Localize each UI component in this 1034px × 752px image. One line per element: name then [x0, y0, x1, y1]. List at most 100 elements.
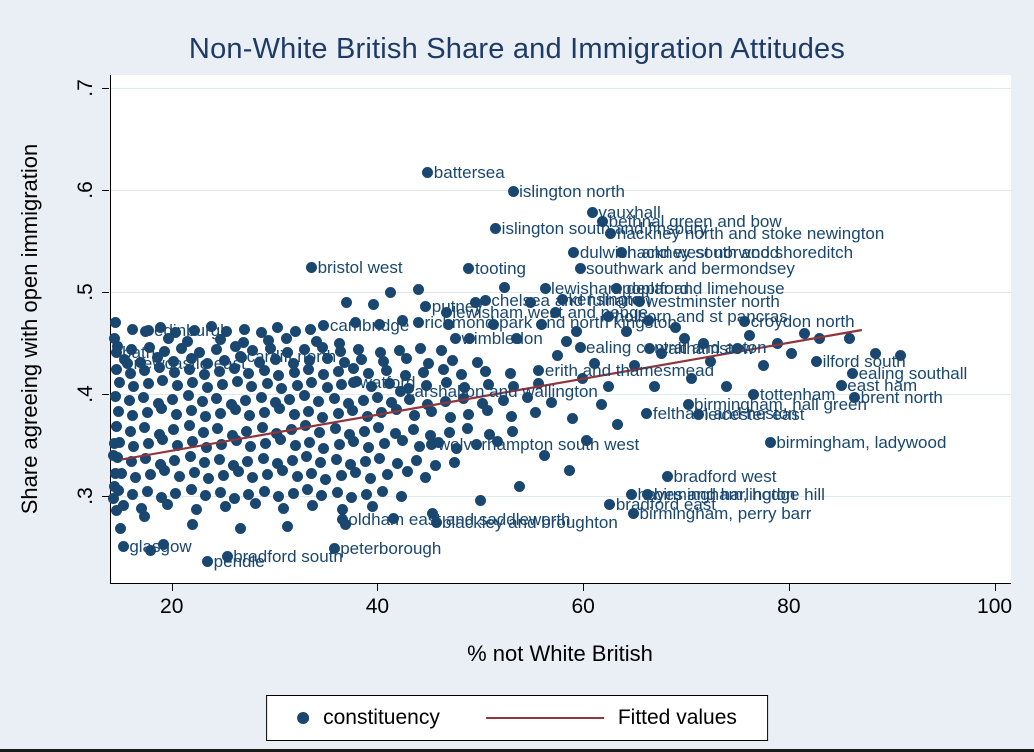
legend: constituency Fitted values [266, 695, 768, 741]
data-point [510, 332, 522, 344]
data-point [580, 434, 592, 446]
data-point [400, 353, 412, 365]
data-point [214, 408, 226, 420]
point-label: battersea [433, 163, 505, 183]
data-point [316, 489, 328, 501]
point-label: pendle [213, 552, 265, 572]
data-point [786, 347, 798, 359]
data-point [128, 380, 140, 392]
data-point [242, 456, 254, 468]
legend-entry-fitted-values: Fitted values [485, 706, 737, 730]
data-point [358, 425, 370, 437]
data-point [171, 409, 183, 421]
data-point [306, 376, 318, 388]
data-point [625, 488, 637, 500]
data-point [239, 323, 251, 335]
point-label: chelsea and fulham [491, 290, 639, 310]
data-point [402, 382, 414, 394]
data-point [198, 426, 210, 438]
data-point [388, 513, 400, 525]
data-point [442, 319, 454, 331]
data-point [341, 296, 353, 308]
data-point [314, 426, 326, 438]
data-point [107, 492, 119, 504]
data-point [110, 346, 122, 358]
data-point [390, 427, 402, 439]
data-point [385, 286, 397, 298]
data-point [304, 355, 315, 367]
data-point [360, 488, 372, 500]
x-tick-label: 100 [977, 595, 1013, 618]
data-point [258, 407, 270, 419]
data-point [435, 344, 447, 356]
data-point [504, 368, 516, 380]
data-point [757, 360, 769, 372]
data-point [332, 408, 344, 420]
point-label: dulwich and west norwood [579, 242, 780, 262]
data-point [167, 393, 179, 405]
data-point [126, 343, 138, 355]
data-point [276, 382, 288, 394]
data-point [642, 488, 654, 500]
data-point [620, 325, 632, 337]
data-point [255, 391, 267, 403]
data-point [362, 441, 374, 453]
point-label: glasgow [129, 536, 192, 556]
data-point [183, 420, 195, 432]
point-label: erith and thamesmead [544, 361, 715, 381]
data-point [571, 325, 583, 337]
data-point [490, 222, 502, 234]
point-label: birmingham, perry barr [639, 504, 812, 524]
data-point [588, 358, 600, 370]
point-label: hackney south and shoreditch [627, 242, 854, 262]
y-tick [102, 88, 109, 90]
point-label: bethnal green and bow [608, 212, 782, 232]
data-point [184, 451, 196, 462]
data-point [382, 469, 394, 481]
data-point [142, 324, 154, 336]
data-point [211, 392, 223, 404]
data-point [317, 341, 329, 353]
data-point [109, 390, 121, 402]
data-point [110, 505, 122, 517]
data-point [156, 374, 168, 386]
data-point [202, 381, 214, 393]
data-point [328, 392, 340, 404]
point-label: southwark and bermondsey [586, 259, 795, 279]
data-point [261, 377, 273, 389]
data-point [110, 364, 122, 376]
data-point [241, 425, 253, 437]
data-point [162, 498, 174, 510]
data-point [533, 377, 545, 389]
data-point [108, 332, 120, 344]
data-point [199, 369, 211, 381]
data-point [439, 395, 451, 407]
data-point [240, 394, 252, 406]
data-point [108, 480, 120, 492]
data-point [112, 406, 124, 418]
data-point [432, 436, 444, 448]
data-point [126, 456, 138, 468]
data-point [513, 480, 525, 492]
x-tick-label: 60 [571, 595, 595, 618]
data-point [270, 354, 282, 366]
x-tick-label: 20 [160, 595, 184, 618]
data-point [113, 376, 125, 388]
data-point [895, 350, 907, 362]
data-point [449, 457, 461, 469]
data-point [507, 380, 519, 392]
data-point [682, 398, 694, 410]
data-point [243, 488, 255, 500]
data-point [333, 337, 345, 349]
data-point [298, 389, 310, 401]
data-point [628, 508, 639, 520]
data-point [357, 394, 369, 406]
data-point [156, 433, 168, 445]
y-tick-label: .6 [74, 181, 97, 200]
window-bottom-edge [0, 749, 1034, 752]
data-point [300, 451, 312, 462]
point-label: wolverhampton south west [437, 434, 640, 454]
data-point [168, 424, 180, 436]
data-point [451, 442, 463, 454]
point-label: birmingham, hall green [694, 394, 867, 414]
